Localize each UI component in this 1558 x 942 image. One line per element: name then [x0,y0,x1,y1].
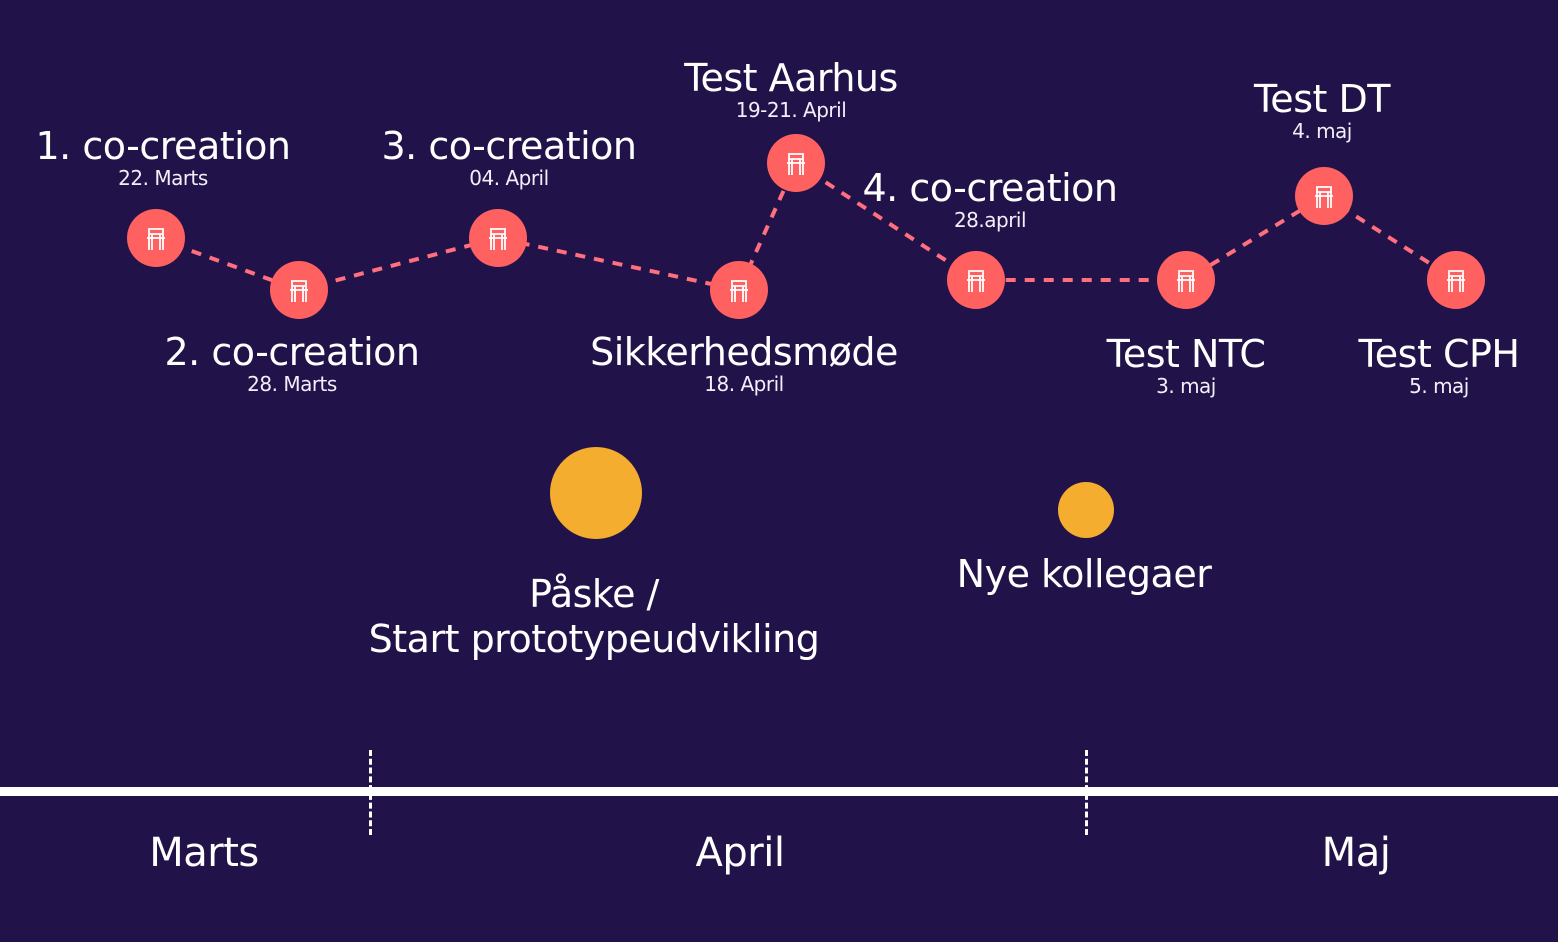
milestone-marker-4 [710,261,768,319]
milestone-label-4: Sikkerhedsmøde 18. April [590,333,898,394]
milestone-label-3: 3. co-creation 04. April [381,124,637,190]
milestone-marker-9 [1427,251,1485,309]
milestone-date: 28. Marts [247,372,337,396]
milestone-marker-5 [767,134,825,192]
month-divider-april-maj [1085,750,1088,835]
milestone-label-7: Test NTC 3. maj [1107,335,1266,396]
chair-icon [1315,186,1333,208]
event-dot-nye-kollegaer [1058,482,1114,538]
month-label-april: April [695,830,785,876]
chair-icon [730,280,748,302]
milestone-title: 1. co-creation [35,124,291,168]
event-label-nye-kollegaer: Nye kollegaer [957,552,1212,597]
milestone-date: 04. April [469,166,549,190]
milestone-title: Test CPH [1358,332,1520,376]
event-line: Start prototypeudvikling [368,617,820,661]
milestone-marker-7 [1157,251,1215,309]
chair-icon [1177,270,1195,292]
milestone-date: 4. maj [1292,119,1352,143]
milestone-marker-6 [947,251,1005,309]
milestone-date: 19-21. April [735,98,847,122]
milestone-title: 4. co-creation [862,166,1118,210]
milestone-label-2: 2. co-creation 28. Marts [164,330,420,396]
event-line: Påske / [529,572,659,616]
milestone-label-8: Test DT 4. maj [1254,80,1390,141]
event-label-paaske: Påske / Start prototypeudvikling [369,572,820,662]
chair-icon [489,228,507,250]
month-divider-marts-april [369,750,372,835]
chair-icon [147,228,165,250]
milestone-date: 28.april [953,208,1027,232]
milestone-title: 3. co-creation [381,124,637,168]
milestone-marker-3 [469,209,527,267]
chair-icon [967,270,985,292]
chair-icon [787,153,805,175]
milestone-label-9: Test CPH 5. maj [1359,335,1520,396]
event-dot-paaske [550,447,642,539]
milestone-marker-2 [270,261,328,319]
chair-icon [1447,270,1465,292]
milestone-date: 22. Marts [118,166,208,190]
month-label-maj: Maj [1321,830,1391,876]
milestone-label-1: 1. co-creation 22. Marts [35,124,291,190]
milestone-title: Test DT [1254,77,1390,121]
milestone-label-5: Test Aarhus 19-21. April [684,59,898,120]
milestone-marker-8 [1295,167,1353,225]
milestone-date: 3. maj [1156,374,1216,398]
milestone-title: Test NTC [1106,332,1266,376]
milestone-label-6: 4. co-creation 28.april [862,166,1118,232]
milestone-date: 18. April [704,372,784,396]
milestone-title: Sikkerhedsmøde [590,330,898,374]
milestone-marker-1 [127,209,185,267]
milestone-date: 5. maj [1409,374,1469,398]
timeline-axis [0,787,1558,796]
milestone-title: Test Aarhus [684,56,898,100]
event-line: Nye kollegaer [956,552,1212,596]
chair-icon [290,280,308,302]
milestone-title: 2. co-creation [164,330,420,374]
month-label-marts: Marts [149,830,259,876]
